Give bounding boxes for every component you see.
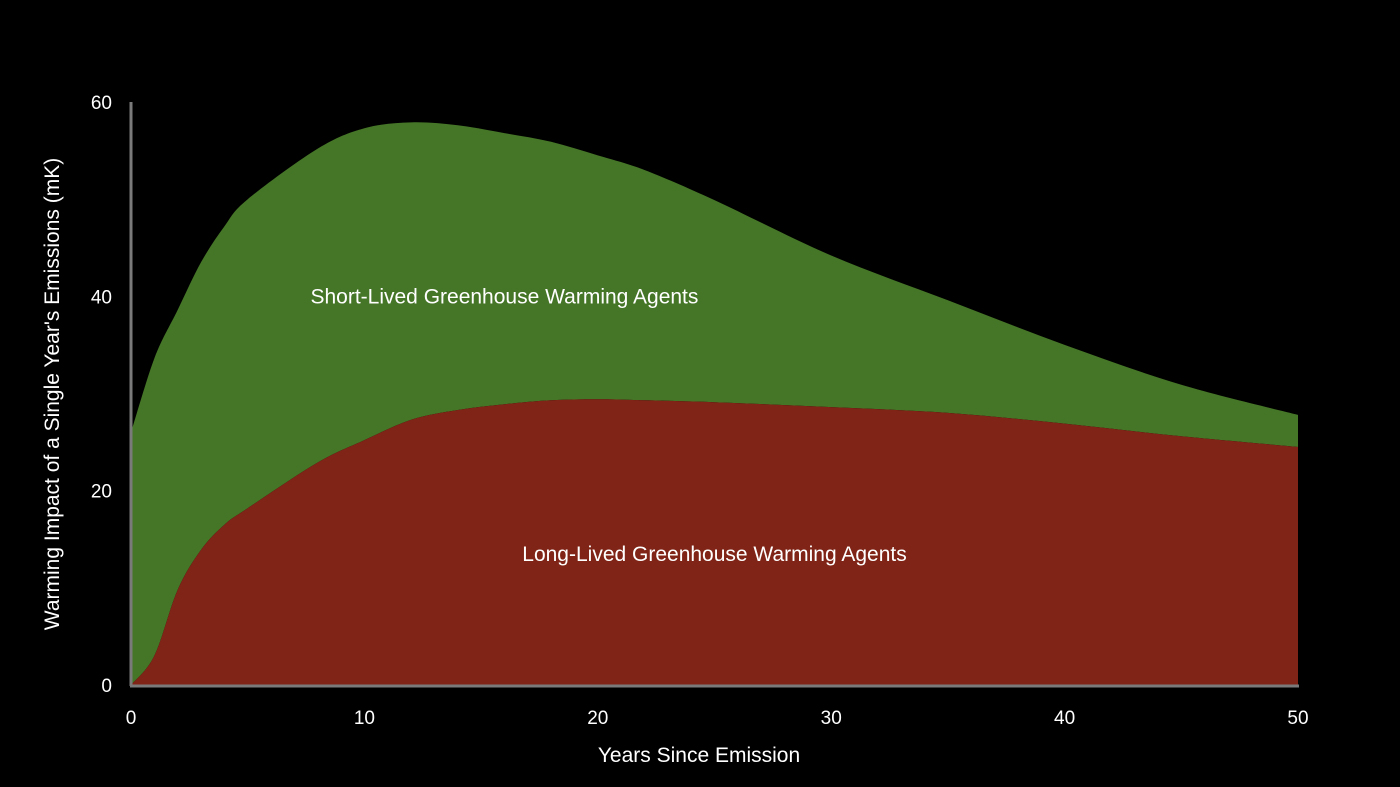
annotations: Short-Lived Greenhouse Warming Agents Lon…: [310, 285, 906, 565]
area-short-lived: [131, 122, 1298, 685]
y-tick-labels: 0 20 40 60: [91, 93, 112, 697]
x-tick-label: 40: [1054, 708, 1075, 729]
area-label: Long-Lived Greenhouse Warming Agents: [522, 543, 906, 566]
y-tick-label: 20: [91, 482, 112, 503]
x-tick-labels: 0 10 20 30 40 50: [126, 708, 1309, 729]
area-long-lived: [131, 399, 1298, 685]
x-tick-label: 20: [587, 708, 608, 729]
y-tick-label: 0: [101, 676, 112, 697]
x-tick-label: 50: [1287, 708, 1308, 729]
area-label: Short-Lived Greenhouse Warming Agents: [310, 285, 698, 308]
x-tick-label: 10: [354, 708, 375, 729]
y-tick-label: 40: [91, 287, 112, 308]
y-tick-label: 60: [91, 93, 112, 114]
x-axis-label: Years Since Emission: [598, 744, 800, 767]
area-layer: [131, 122, 1298, 685]
x-tick-label: 30: [821, 708, 842, 729]
x-tick-label: 0: [126, 708, 137, 729]
y-axis-label: Warming Impact of a Single Year's Emissi…: [41, 158, 64, 630]
